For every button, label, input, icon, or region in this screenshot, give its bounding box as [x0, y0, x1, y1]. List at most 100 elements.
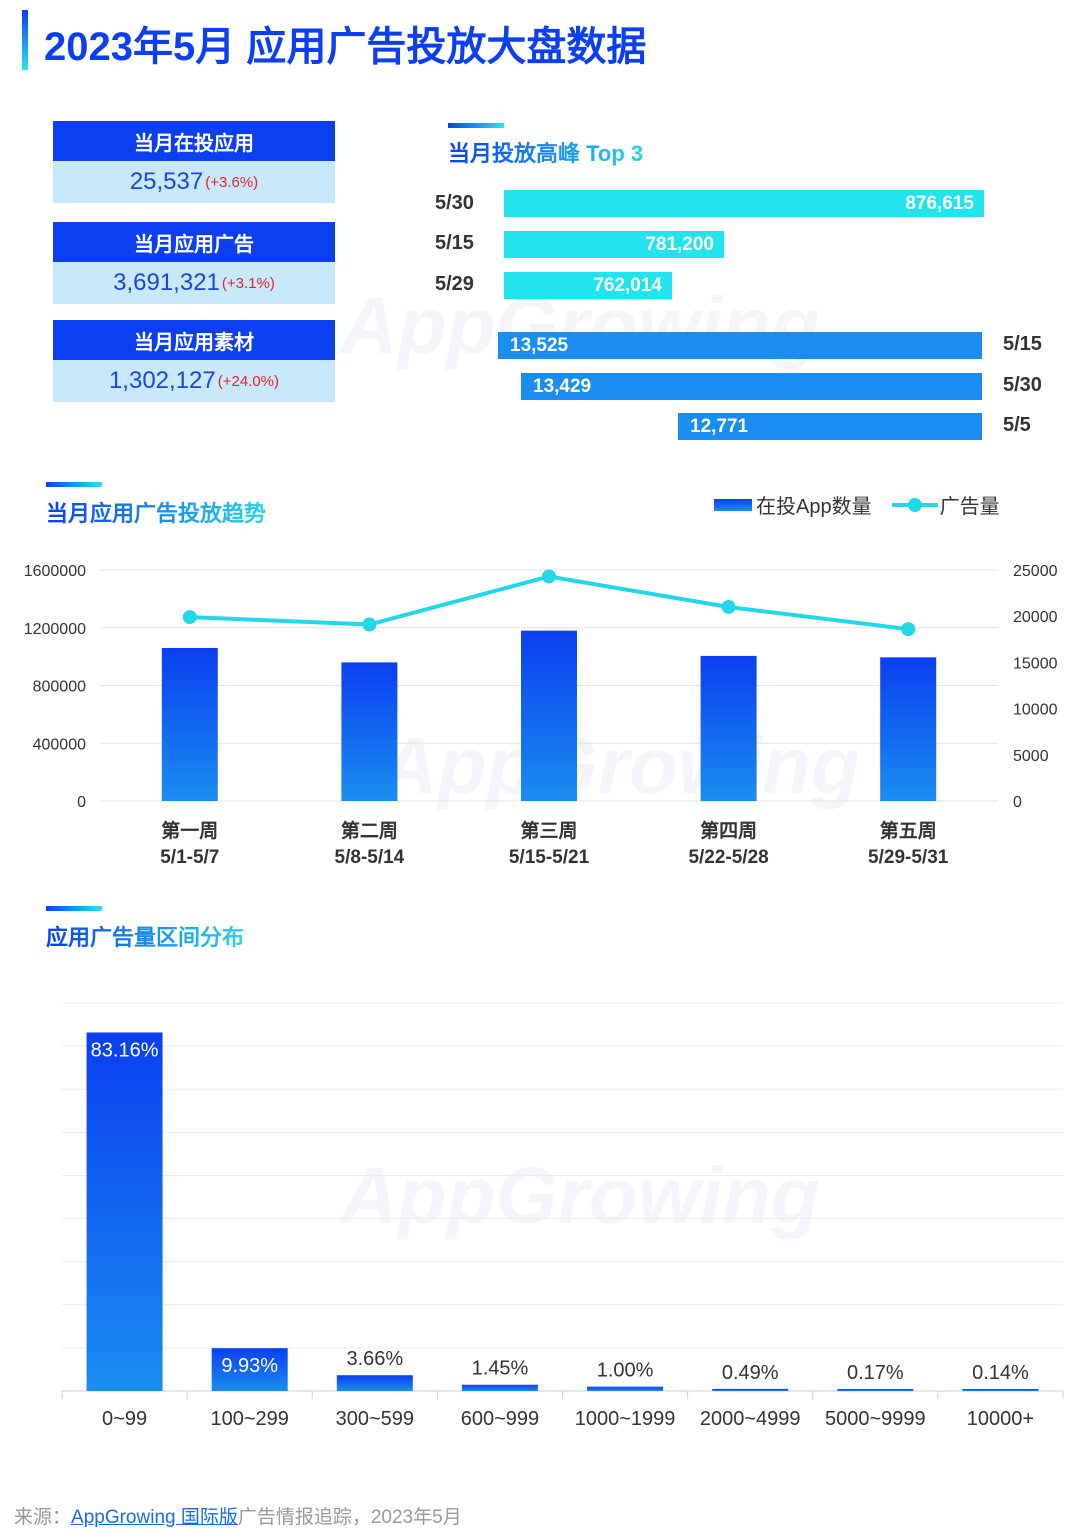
trend-bar	[700, 655, 757, 801]
stat-card-body: 1,302,127 (+24.0%)	[53, 360, 335, 402]
y-tick-right: 5000	[1013, 748, 1049, 765]
dist-bar	[86, 1032, 163, 1391]
watermark: AppGrowing	[340, 1151, 820, 1240]
footer-suffix: 广告情报追踪，2023年5月	[237, 1507, 462, 1528]
top3-label: 5/30	[1003, 374, 1042, 396]
top3-bar: 13,429	[521, 373, 982, 400]
stat-card-value: 3,691,321	[113, 269, 220, 296]
stat-card-change: (+3.6%)	[205, 173, 259, 191]
data-label: 0.14%	[972, 1362, 1029, 1384]
dist-bar	[712, 1388, 789, 1391]
dist-title: 应用广告量区间分布	[46, 920, 244, 952]
top3-bar: 13,525	[498, 332, 982, 359]
x-tick-label: 0~99	[102, 1408, 147, 1430]
legend-line-swatch	[891, 495, 938, 515]
top3-label: 5/15	[435, 232, 474, 254]
data-label: 1.45%	[472, 1358, 529, 1380]
x-tick-label: 第五周	[880, 819, 937, 842]
data-label: 3.66%	[346, 1348, 403, 1370]
trend-chart: 0 400000 800000 1200000 1600000 0 5000 10000 150…	[24, 563, 1058, 868]
x-tick-label: 第三周	[520, 819, 577, 842]
x-tick-label: 第二周	[341, 819, 398, 842]
x-tick-label: 100~299	[210, 1408, 288, 1430]
stat-card-value: 1,302,127	[108, 367, 216, 394]
data-label: 0.49%	[722, 1362, 779, 1384]
stat-card-change: (+24.0%)	[217, 372, 280, 390]
x-tick-label: 10000+	[967, 1408, 1034, 1430]
page-title: 2023年5月 应用广告投放大盘数据	[44, 25, 647, 69]
top3-title: 当月投放高峰 Top 3	[448, 136, 643, 168]
x-tick-range: 5/1-5/7	[160, 847, 219, 868]
trend-line	[189, 574, 909, 632]
section-accent	[448, 123, 504, 128]
top3-bar: 762,014	[504, 272, 672, 299]
x-tick-label: 第四周	[700, 819, 757, 842]
watermark: AppGrowing	[380, 721, 860, 810]
dist-bar	[962, 1389, 1039, 1391]
data-label: 1.00%	[597, 1360, 654, 1382]
stat-card-body: 25,537 (+3.6%)	[53, 161, 335, 203]
trend-point	[542, 569, 556, 584]
data-label: 0.17%	[847, 1362, 904, 1384]
x-tick-label: 300~599	[336, 1408, 414, 1430]
y-tick-right: 20000	[1013, 609, 1058, 626]
data-label: 9.93%	[221, 1355, 278, 1377]
footer-link[interactable]: AppGrowing 国际版	[71, 1507, 238, 1528]
data-label: 83.16%	[91, 1039, 159, 1061]
x-tick-range: 5/22-5/28	[688, 847, 768, 868]
stat-card-label: 当月在投应用	[53, 121, 335, 161]
top3-bar: 876,615	[504, 190, 984, 217]
dist-bar	[461, 1384, 538, 1391]
top3-bar: 781,200	[504, 231, 724, 258]
trend-bar	[341, 662, 398, 801]
x-tick-label: 2000~4999	[700, 1408, 801, 1430]
x-tick-label: 1000~1999	[575, 1408, 676, 1430]
trend-point	[182, 610, 197, 625]
stat-card-body: 3,691,321 (+3.1%)	[53, 262, 335, 304]
top3-label: 5/15	[1003, 333, 1042, 355]
y-tick-left: 400000	[33, 736, 86, 753]
y-tick-left: 1600000	[24, 563, 86, 580]
x-tick-range: 5/29-5/31	[868, 847, 949, 868]
x-tick-label: 5000~9999	[825, 1408, 926, 1430]
top3-label: 5/5	[1003, 414, 1031, 436]
dist-bar	[837, 1389, 914, 1391]
trend-point	[362, 617, 377, 632]
x-tick-label: 600~999	[461, 1408, 539, 1430]
trend-legend: 在投App数量 广告量	[714, 490, 1000, 519]
stat-card-change: (+3.1%)	[221, 274, 275, 292]
x-tick-range: 5/15-5/21	[509, 847, 590, 868]
y-tick-left: 1200000	[24, 621, 86, 638]
top3-bar: 12,771	[678, 413, 982, 440]
trend-point	[721, 599, 736, 614]
trend-point	[901, 622, 916, 637]
stat-card-label: 当月应用广告	[53, 222, 335, 262]
x-tick-range: 5/8-5/14	[335, 847, 405, 868]
footer-source: 来源：AppGrowing 国际版广告情报追踪，2023年5月	[14, 1502, 462, 1529]
y-tick-left: 0	[77, 794, 86, 811]
y-tick-right: 15000	[1013, 655, 1058, 672]
y-tick-left: 800000	[33, 679, 86, 696]
top3-label: 5/29	[435, 273, 474, 295]
stat-card-ads: 当月应用广告 3,691,321 (+3.1%)	[53, 222, 335, 304]
section-accent	[46, 482, 102, 487]
footer-prefix: 来源：	[14, 1507, 72, 1528]
stat-card-creatives: 当月应用素材 1,302,127 (+24.0%)	[53, 320, 335, 402]
y-tick-right: 25000	[1013, 563, 1058, 580]
section-accent	[46, 906, 102, 911]
stat-card-value: 25,537	[129, 168, 204, 195]
dist-bar	[336, 1375, 413, 1391]
legend-bar-swatch	[714, 498, 752, 511]
stat-card-label: 当月应用素材	[53, 320, 335, 360]
legend-label: 在投App数量	[756, 496, 872, 518]
dist-bar	[587, 1386, 664, 1391]
distribution-chart: 83.16% 0~99 9.93% 100~299 3.66% 300~599 1.45% 6…	[61, 1002, 1064, 1430]
trend-bar	[161, 647, 218, 801]
trend-bar	[521, 630, 577, 801]
y-tick-right: 0	[1013, 794, 1022, 811]
dist-bar	[211, 1348, 288, 1391]
stat-card-apps: 当月在投应用 25,537 (+3.6%)	[53, 121, 335, 203]
y-tick-right: 10000	[1013, 702, 1058, 719]
title-accent-bar	[22, 10, 28, 70]
trend-title: 当月应用广告投放趋势	[46, 496, 266, 528]
